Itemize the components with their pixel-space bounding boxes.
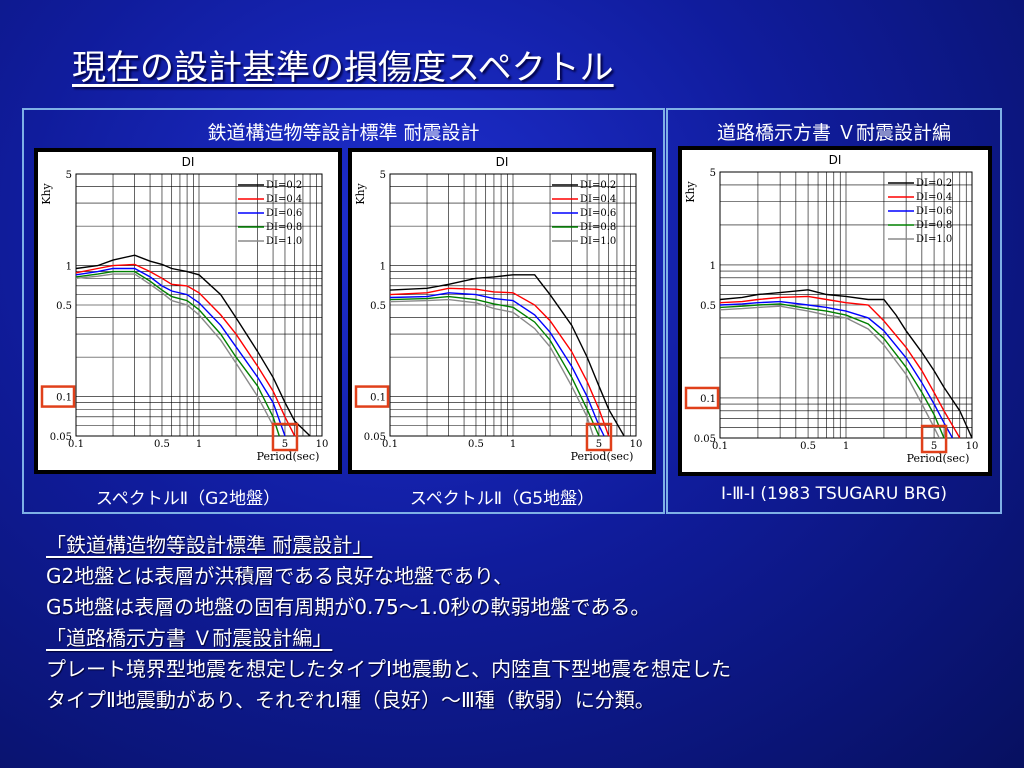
note-heading-road-bridge: 「道路橋示方書 Ｖ耐震設計編」 [46, 626, 333, 650]
note-line-type1: プレート境界型地震を想定したタイプⅠ地震動と、内陸直下型地震を想定した [46, 657, 732, 681]
y-tick-label: 5 [380, 170, 386, 181]
x-tick-label: 5 [282, 439, 288, 450]
series-line [389, 298, 594, 437]
y-tick-label: 0.05 [50, 432, 72, 443]
series-line [719, 300, 954, 439]
highlight-box-y [684, 386, 720, 410]
caption-g2: スペクトルⅡ（G2地盤） [95, 489, 281, 509]
highlight-box-x [585, 422, 613, 452]
legend-entry: DI=1.0 [580, 236, 616, 247]
legend-entry: DI=0.2 [916, 178, 952, 189]
railway-standard-panel: 鉄道構造物等設計標準 耐震設計 [22, 108, 665, 514]
legend-entry: DI=0.8 [580, 222, 616, 233]
y-tick-label: 1 [710, 261, 716, 272]
series-line [75, 254, 311, 437]
y-axis-label: Khy [354, 182, 367, 204]
chart-title: DI [182, 155, 195, 169]
x-axis-label: Period(sec) [907, 452, 970, 465]
x-tick-label: 10 [630, 439, 643, 450]
notes-section: 「鉄道構造物等設計標準 耐震設計」 G2地盤とは表層が洪積層である良好な地盤であ… [46, 530, 1006, 716]
legend-entry: DI=0.4 [580, 194, 616, 205]
series-line [75, 273, 274, 426]
highlight-box-x [920, 424, 948, 454]
x-tick-label: 5 [596, 439, 602, 450]
series-line [389, 292, 605, 437]
note-heading-railway: 「鉄道構造物等設計標準 耐震設計」 [46, 533, 373, 557]
y-tick-label: 0.5 [56, 301, 72, 312]
y-axis-label: Khy [684, 180, 697, 202]
y-tick-label: 0.5 [700, 301, 716, 312]
y-tick-label: 0.1 [700, 394, 716, 405]
legend-entry: DI=1.0 [916, 234, 952, 245]
series-line [719, 303, 945, 439]
series-line [75, 270, 280, 437]
chart-card-tsugaru: 0.1 0.5 1 5 10 5 1 0.5 0.1 0.05 DI Period(sec) Khy DI… [678, 146, 992, 476]
caption-tsugaru: Ⅰ-Ⅲ-Ⅰ (1983 TSUGARU BRG) [720, 484, 948, 504]
legend-entry: DI=0.4 [266, 194, 302, 205]
note-line-type2: タイプⅡ地震動があり、それぞれⅠ種（良好）～Ⅲ種（軟弱）に分類。 [46, 688, 655, 712]
legend-entry: DI=1.0 [266, 236, 302, 247]
x-axis-label: Period(sec) [571, 450, 634, 463]
series-line [389, 295, 600, 437]
x-tick-label: 10 [966, 441, 979, 452]
chart-title: DI [496, 155, 509, 169]
series-line [75, 263, 296, 437]
series-line [719, 295, 961, 439]
caption-g5: スペクトルⅡ（G5地盤） [409, 489, 595, 509]
y-axis-label: Khy [40, 182, 53, 204]
chart-title: DI [829, 153, 842, 167]
legend-entry: DI=0.6 [266, 208, 302, 219]
x-tick-label: 5 [931, 441, 937, 452]
x-tick-label: 0.1 [712, 441, 728, 452]
note-line-g5: G5地盤は表層の地盤の固有周期が0.75～1.0秒の軟弱地盤である。 [46, 595, 651, 619]
y-tick-label: 1 [66, 262, 72, 273]
railway-standard-header: 鉄道構造物等設計標準 耐震設計 [207, 122, 480, 144]
y-tick-label: 5 [66, 170, 72, 181]
y-tick-label: 0.05 [694, 434, 716, 445]
plot-frame [389, 173, 637, 437]
series-line [389, 287, 610, 437]
series-line [719, 305, 940, 439]
legend-entry: DI=0.6 [916, 206, 952, 217]
y-tick-label: 0.05 [364, 432, 386, 443]
note-line-g2: G2地盤とは表層が洪積層である良好な地盤であり、 [46, 564, 514, 588]
x-axis-label: Period(sec) [257, 450, 320, 463]
legend-entry: DI=0.8 [266, 222, 302, 233]
x-tick-label: 0.5 [154, 439, 170, 450]
legend-entry: DI=0.2 [266, 180, 302, 191]
y-tick-label: 5 [710, 168, 716, 179]
road-bridge-panel: 道路橋示方書 Ｖ耐震設計編 [666, 108, 1002, 514]
x-tick-label: 0.5 [468, 439, 484, 450]
highlight-box-y [354, 385, 390, 408]
x-tick-label: 0.5 [800, 441, 816, 452]
x-tick-label: 0.1 [68, 439, 84, 450]
x-tick-label: 1 [196, 439, 202, 450]
legend-entry: DI=0.4 [916, 192, 952, 203]
y-tick-label: 1 [380, 262, 386, 273]
legend-entry: DI=0.2 [580, 180, 616, 191]
series-line [719, 289, 973, 439]
series-line [75, 267, 286, 437]
chart-card-g2: 0.1 0.5 1 5 10 5 1 0.5 0.1 0.05 DI Period(sec) Khy DI… [34, 148, 342, 474]
chart-card-g5: 0.1 0.5 1 5 10 5 1 0.5 0.1 0.05 DI Period(sec) Khy DI… [348, 148, 656, 474]
legend-entry: DI=0.6 [580, 208, 616, 219]
x-tick-label: 1 [510, 439, 516, 450]
series-line [389, 274, 625, 437]
page-title: 現在の設計基準の損傷度スペクトル [72, 48, 614, 88]
y-tick-label: 0.1 [56, 393, 72, 404]
road-bridge-header: 道路橋示方書 Ｖ耐震設計編 [716, 122, 952, 144]
legend-entry: DI=0.8 [916, 220, 952, 231]
y-tick-label: 0.1 [370, 393, 386, 404]
highlight-box-y [40, 385, 76, 408]
x-tick-label: 10 [316, 439, 329, 450]
plot-frame [75, 173, 323, 437]
highlight-box-x [271, 422, 299, 452]
x-tick-label: 0.1 [382, 439, 398, 450]
x-tick-label: 1 [843, 441, 849, 452]
y-tick-label: 0.5 [370, 301, 386, 312]
